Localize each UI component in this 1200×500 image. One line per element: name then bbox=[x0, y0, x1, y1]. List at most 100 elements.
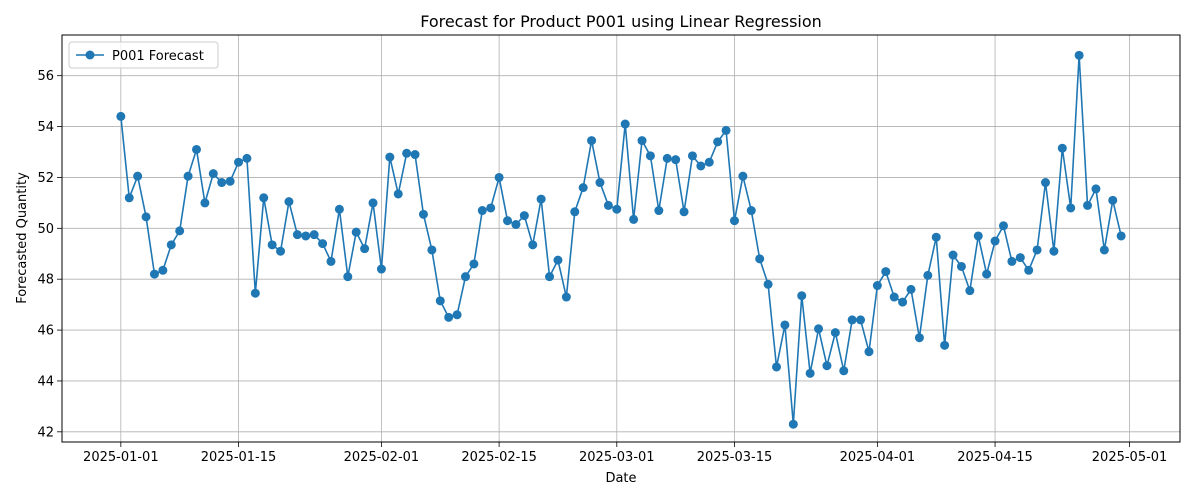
data-point bbox=[351, 227, 361, 237]
data-point bbox=[948, 250, 958, 260]
plot-frame bbox=[61, 34, 1181, 443]
data-point bbox=[1015, 253, 1025, 263]
data-point bbox=[603, 200, 613, 210]
data-point bbox=[881, 267, 891, 277]
y-tick-label: 56 bbox=[37, 69, 54, 84]
data-point bbox=[990, 236, 1000, 246]
data-point bbox=[982, 269, 992, 279]
data-point bbox=[376, 264, 386, 274]
data-point bbox=[183, 171, 193, 181]
data-point bbox=[192, 144, 201, 154]
x-tick-label: 2025-01-15 bbox=[201, 450, 277, 465]
data-point bbox=[225, 176, 235, 186]
x-axis: 2025-01-01 2025-01-15 2025-02-01 2025-02-15… bbox=[83, 442, 1167, 465]
data-point bbox=[587, 136, 597, 146]
y-tick-label: 48 bbox=[37, 273, 54, 288]
data-point bbox=[545, 272, 555, 282]
grid bbox=[62, 35, 1180, 442]
data-point bbox=[200, 198, 210, 208]
data-point bbox=[1066, 203, 1076, 213]
data-point bbox=[654, 206, 664, 216]
data-point bbox=[334, 204, 344, 214]
data-point bbox=[1091, 184, 1101, 194]
data-point bbox=[175, 226, 185, 236]
data-point bbox=[612, 204, 622, 214]
data-point bbox=[788, 419, 798, 429]
data-point bbox=[477, 206, 487, 216]
data-point bbox=[208, 169, 218, 179]
data-point bbox=[385, 152, 395, 162]
data-point bbox=[965, 286, 975, 296]
data-point bbox=[923, 270, 933, 280]
data-point bbox=[343, 272, 353, 282]
data-point bbox=[460, 272, 470, 282]
x-tick-label: 2025-03-15 bbox=[697, 450, 773, 465]
data-point bbox=[671, 155, 681, 165]
data-point bbox=[729, 216, 739, 226]
data-point bbox=[1041, 178, 1050, 188]
data-point bbox=[166, 240, 176, 250]
data-point bbox=[1057, 143, 1067, 153]
data-point bbox=[956, 261, 966, 271]
data-point bbox=[738, 171, 748, 181]
data-point bbox=[889, 292, 899, 302]
data-point bbox=[864, 347, 874, 357]
data-point bbox=[696, 161, 706, 171]
data-point bbox=[1049, 246, 1059, 256]
data-point bbox=[1074, 50, 1084, 60]
data-point bbox=[444, 312, 454, 322]
data-point bbox=[1032, 245, 1042, 255]
data-point bbox=[276, 246, 286, 256]
data-point bbox=[309, 230, 319, 240]
data-point bbox=[780, 320, 790, 330]
data-point bbox=[679, 207, 689, 217]
data-point bbox=[721, 125, 731, 135]
data-point bbox=[116, 111, 126, 121]
data-point bbox=[410, 150, 420, 160]
data-point bbox=[931, 232, 941, 242]
data-point bbox=[326, 256, 336, 266]
legend: P001 Forecast bbox=[68, 41, 219, 69]
y-tick-label: 42 bbox=[37, 425, 54, 440]
data-point bbox=[402, 148, 412, 158]
data-point bbox=[620, 119, 630, 129]
y-tick-label: 50 bbox=[37, 222, 54, 237]
data-point bbox=[503, 216, 513, 226]
y-axis-title: Forecasted Quantity bbox=[15, 172, 30, 304]
data-point bbox=[452, 310, 462, 320]
data-point bbox=[595, 178, 605, 188]
data-point bbox=[418, 209, 428, 219]
x-tick-label: 2025-02-01 bbox=[344, 450, 420, 465]
y-tick-label: 54 bbox=[37, 120, 54, 135]
data-point bbox=[242, 153, 252, 163]
data-point bbox=[772, 362, 782, 372]
legend-box bbox=[68, 41, 219, 69]
data-point bbox=[158, 265, 168, 275]
data-point bbox=[141, 212, 151, 222]
data-point bbox=[259, 193, 269, 203]
data-point bbox=[511, 220, 521, 230]
chart-title: Forecast for Product P001 using Linear R… bbox=[420, 12, 822, 31]
data-point bbox=[435, 296, 445, 306]
data-point bbox=[553, 255, 563, 265]
data-point bbox=[645, 151, 655, 161]
data-point bbox=[872, 281, 882, 291]
series-line bbox=[120, 54, 1122, 425]
data-point bbox=[805, 368, 815, 378]
data-point bbox=[822, 361, 832, 371]
data-point bbox=[839, 366, 849, 376]
data-point bbox=[578, 183, 588, 193]
data-point bbox=[830, 328, 840, 338]
data-point bbox=[360, 244, 370, 254]
data-point bbox=[561, 292, 571, 302]
legend-marker-swatch bbox=[85, 50, 95, 60]
data-point bbox=[629, 214, 639, 224]
data-point bbox=[847, 315, 857, 325]
data-point bbox=[763, 279, 773, 289]
data-point bbox=[713, 137, 723, 147]
x-tick-label: 2025-02-15 bbox=[461, 450, 537, 465]
data-point bbox=[1099, 245, 1109, 255]
data-point bbox=[637, 136, 647, 146]
